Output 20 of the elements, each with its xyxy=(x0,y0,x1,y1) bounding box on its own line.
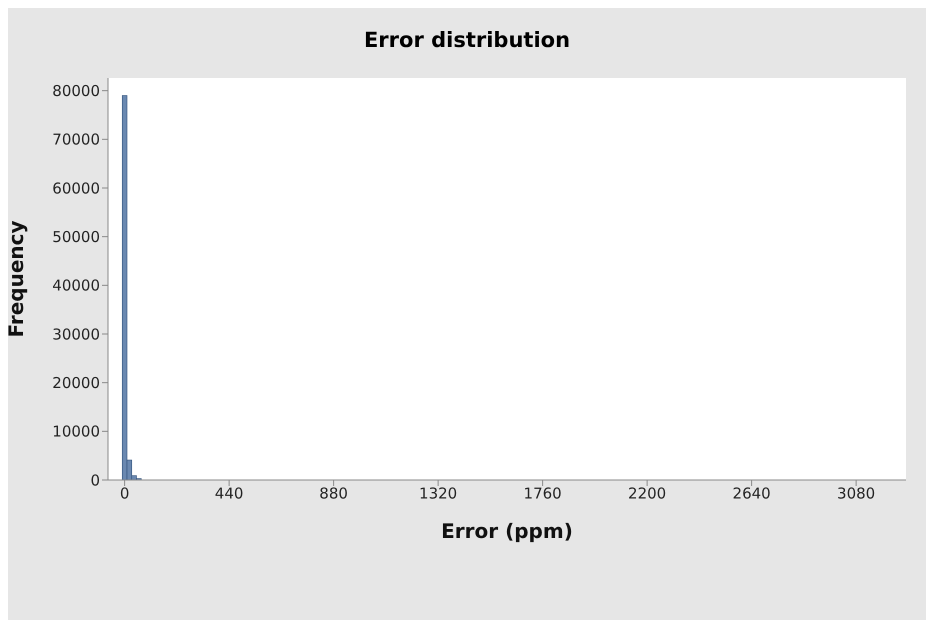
chart-title: Error distribution xyxy=(362,28,572,52)
y-tick-label: 30000 xyxy=(52,325,100,344)
y-tick-label: 20000 xyxy=(52,374,100,392)
x-tick-label: 880 xyxy=(319,484,348,503)
y-axis-title: Frequency xyxy=(4,220,28,338)
x-tick-label: 2640 xyxy=(732,484,771,503)
x-tick-label: 0 xyxy=(120,484,130,503)
x-tick-label: 1320 xyxy=(419,484,458,503)
y-tick-label: 50000 xyxy=(52,228,100,246)
y-tick-label: 70000 xyxy=(52,130,100,149)
y-tick-label: 60000 xyxy=(52,179,100,198)
x-tick-label: 2200 xyxy=(628,484,666,503)
y-tick-label: 10000 xyxy=(52,422,100,441)
x-tick-label: 440 xyxy=(214,484,244,503)
y-tick-label: 80000 xyxy=(52,82,100,100)
y-tick-label: 40000 xyxy=(52,276,100,295)
x-tick-label: 1760 xyxy=(524,484,562,503)
y-tick-label: 0 xyxy=(90,471,100,490)
x-axis-title: Error (ppm) xyxy=(441,519,573,543)
x-tick-label: 3080 xyxy=(837,484,876,503)
